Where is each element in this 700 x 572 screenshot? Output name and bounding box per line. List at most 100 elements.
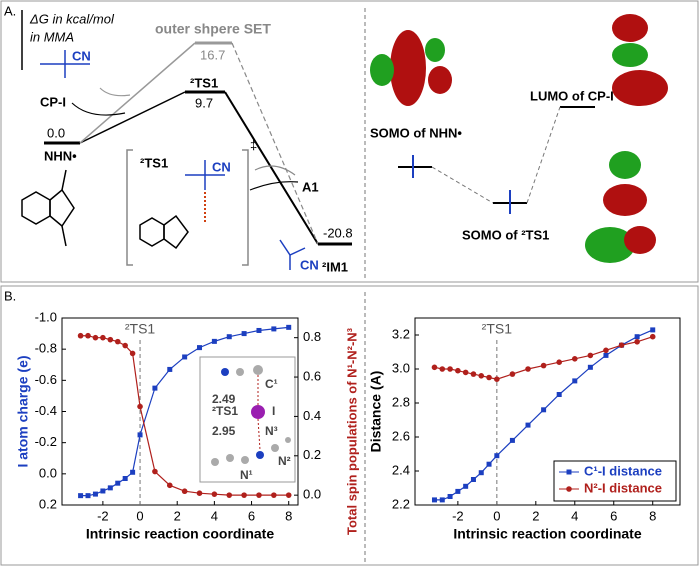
y-tick-label: 3.0 [392,360,410,375]
marker [439,366,446,372]
inset-label: I [272,404,275,418]
inset-label: 2.95 [212,424,236,438]
marker [211,491,218,497]
reagent-label: CP-I [40,94,66,109]
legend-label: C¹-I distance [584,463,662,478]
y-tick-label: -0.8 [35,341,57,356]
marker [478,373,485,379]
marker [241,492,247,498]
marker [85,493,91,499]
inset-label: N¹ [240,468,253,482]
energy: 16.7 [200,47,225,62]
im-label: ²IM1 [322,259,348,274]
y-tick-label: 2.2 [392,496,410,511]
marker [107,485,113,491]
marker [137,403,143,410]
marker [556,392,562,397]
marker [129,350,136,357]
start-label: NHN• [44,148,77,163]
marker [455,367,461,374]
marker [470,477,476,482]
marker [100,334,106,341]
y-tick-label: 0.2 [39,496,57,511]
marker [85,332,91,339]
marker [462,369,469,376]
cn-label: CN [72,48,91,63]
x-tick-label: 6 [248,508,255,523]
marker [92,334,99,341]
marker [182,354,188,360]
connector [526,106,561,204]
ts-label: ²TS1 [190,75,218,90]
marker [540,362,547,369]
y-tick-label: -0.4 [35,403,57,418]
axis-label: in MMA [30,29,74,44]
x-tick-label: 0 [493,508,500,523]
orbital-label: SOMO of NHN• [370,125,462,140]
x-tick-label: 4 [211,508,218,523]
outer-label: outer shpere SET [155,21,271,37]
marker [115,480,121,486]
energy: 0.0 [47,125,65,140]
legend-frame [553,460,677,502]
marker [100,488,106,494]
arrow [249,181,299,191]
marker [130,469,136,475]
y-tick-label: 2.8 [392,394,410,409]
marker [455,488,461,494]
marker [509,437,515,443]
inset-image [211,365,291,466]
marker [634,339,640,345]
marker [649,333,656,340]
y-tick-label: 0.0 [39,465,57,480]
x-tick-label: 0 [136,508,143,523]
marker [618,342,625,349]
path [79,42,196,144]
marker [572,378,578,384]
marker [137,432,143,438]
marker [271,326,277,332]
structure [21,169,75,247]
cn-label: CN [212,159,231,174]
path [79,91,186,144]
marker [478,470,484,476]
path [224,91,319,245]
marker [114,338,121,345]
path [71,102,126,116]
marker [107,336,114,343]
marker [256,492,262,498]
marker [211,338,217,344]
marker [603,347,609,354]
marker [447,494,453,499]
x-tick-label: 4 [571,508,578,523]
energy: 9.7 [195,95,213,110]
inset-label: C¹ [265,377,278,391]
x-axis-label: Intrinsic reaction coordinate [453,526,641,542]
y2-tick-label: 0.2 [303,447,321,462]
marker [166,482,173,489]
marker [509,371,516,377]
inset-label: N² [278,454,291,468]
x-axis-label: Intrinsic reaction coordinate [86,526,274,542]
marker [447,366,453,372]
inset-label: 2.49 [212,392,236,406]
marker [571,356,578,362]
marker [197,345,203,351]
axis-label: ΔG in kcal/mol [29,11,115,26]
x-tick-label: 8 [285,508,292,523]
x-tick-label: 6 [610,508,617,523]
marker [226,492,233,498]
x-tick-label: 2 [532,508,539,523]
panel-label: A. [4,3,16,18]
marker [439,497,445,503]
dagger: ‡ [250,137,257,152]
orbital-image [370,14,668,263]
marker [152,385,158,391]
y-axis-label: I atom charge (e) [15,355,31,467]
marker [256,327,262,333]
marker [525,366,531,372]
marker [271,492,277,498]
cn-label: CN [300,257,319,272]
marker [286,324,292,330]
